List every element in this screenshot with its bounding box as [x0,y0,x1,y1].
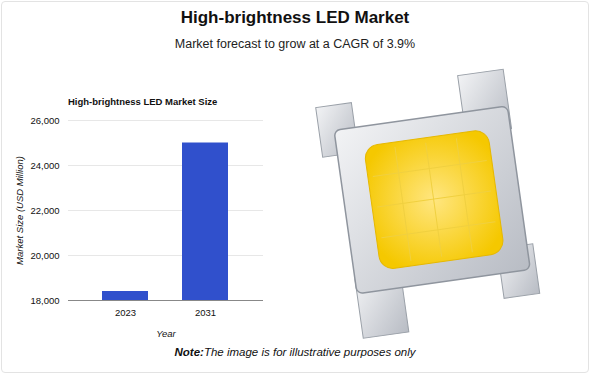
svg-text:26,000: 26,000 [30,115,59,126]
svg-text:22,000: 22,000 [30,205,59,216]
svg-text:18,000: 18,000 [30,295,59,306]
svg-text:24,000: 24,000 [30,160,59,171]
svg-text:20,000: 20,000 [30,250,59,261]
html-text:Market forecast to grow at a C: Market forecast to grow at a CAGR of 3.9… [174,37,416,51]
svg-text:2031: 2031 [195,307,216,318]
svg-text:Market Size (USD Million): Market Size (USD Million) [14,156,25,265]
html-text:Note: The image is for illustr: Note: The image is for illustrative purp… [174,346,416,358]
svg-text:Year: Year [156,328,176,339]
html-text:High-brightness LED Market Siz: High-brightness LED Market Size [68,96,218,107]
svg-text:2023: 2023 [115,307,136,318]
html-text:High-brightness LED Market: High-brightness LED Market [180,8,410,27]
